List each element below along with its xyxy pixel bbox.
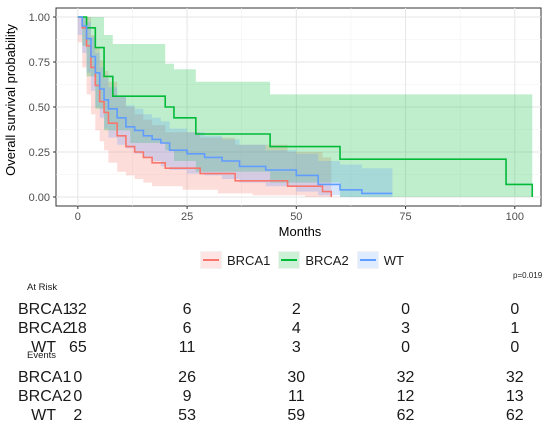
at-risk-cell: 0 xyxy=(401,339,410,356)
row-label: BRCA1 xyxy=(18,369,72,386)
row-label: BRCA2 xyxy=(18,388,72,405)
events-cell: 0 xyxy=(73,369,83,386)
y-tick-label: 0.25 xyxy=(29,147,50,159)
row-label: BRCA2 xyxy=(18,320,72,337)
legend-item-wt: WT xyxy=(356,251,404,269)
events-cell: 59 xyxy=(287,407,306,424)
at-risk-cell: 3 xyxy=(291,339,301,356)
at-risk-cell: 2 xyxy=(291,301,301,318)
row-label: BRCA1 xyxy=(18,301,72,318)
at-risk-cell: 6 xyxy=(182,320,192,337)
x-axis-title: Months xyxy=(279,224,322,239)
legend-swatch xyxy=(200,251,222,269)
events-cell: 9 xyxy=(182,388,192,405)
row-label: WT xyxy=(31,339,56,356)
x-tick-label: 0 xyxy=(75,211,81,223)
axes: 0 25 50 75 100 0.00 0.25 0.50 0.75 1.00 xyxy=(29,12,524,223)
y-tick-label: 1.00 xyxy=(29,12,50,24)
at-risk-cell: 6 xyxy=(182,301,192,318)
row-label: WT xyxy=(31,407,56,424)
at-risk-cell: 0 xyxy=(401,301,410,318)
x-tick-label: 50 xyxy=(290,211,302,223)
events-title: Events xyxy=(27,350,57,361)
at-risk-cell: 65 xyxy=(68,339,87,356)
at-risk-row-brca2: BRCA2 18 6 4 3 1 xyxy=(0,320,550,337)
events-cell: 11 xyxy=(288,388,305,405)
x-tick-label: 25 xyxy=(181,211,193,223)
y-tick-label: 0.75 xyxy=(29,57,50,69)
at-risk-cell: 1 xyxy=(510,320,520,337)
legend-label: WT xyxy=(383,252,404,268)
at-risk-row-wt: WT 65 11 3 0 0 xyxy=(0,339,550,356)
events-cell: 32 xyxy=(505,369,524,386)
at-risk-cell: 0 xyxy=(510,301,520,318)
p-value: p=0.019 xyxy=(513,271,543,280)
y-tick-label: 0.00 xyxy=(29,192,50,204)
legend-label: BRCA1 xyxy=(227,252,271,268)
ci-band-brca2 xyxy=(77,17,533,197)
legend-item-brca1: BRCA1 xyxy=(200,251,270,269)
events-cell: 30 xyxy=(287,369,306,386)
x-tick-label: 75 xyxy=(399,211,411,223)
legend: BRCA1 BRCA2 WT xyxy=(200,250,412,270)
events-cell: 2 xyxy=(73,407,83,424)
events-row-brca2: BRCA2 0 9 11 12 13 xyxy=(0,388,550,405)
at-risk-cell: 11 xyxy=(178,339,196,356)
events-cell: 12 xyxy=(396,388,415,405)
events-row-brca1: BRCA1 0 26 30 32 32 xyxy=(0,369,550,386)
legend-label: BRCA2 xyxy=(305,252,349,268)
at-risk-cell: 32 xyxy=(68,301,87,318)
at-risk-cell: 0 xyxy=(510,339,520,356)
events-cell: 26 xyxy=(178,369,196,386)
at-risk-cell: 3 xyxy=(401,320,410,337)
x-tick-label: 100 xyxy=(506,211,524,223)
events-cell: 62 xyxy=(396,407,415,424)
curve-wt xyxy=(77,16,393,195)
legend-swatch xyxy=(356,251,379,269)
grid-lines xyxy=(56,8,541,206)
survival-curves xyxy=(77,16,534,197)
at-risk-title: At Risk xyxy=(27,282,58,293)
at-risk-row-brca1: BRCA1 32 6 2 0 0 xyxy=(0,301,550,318)
curve-brca2 xyxy=(77,16,534,197)
legend-item-brca2: BRCA2 xyxy=(278,251,349,269)
events-cell: 13 xyxy=(505,388,524,405)
at-risk-cell: 18 xyxy=(68,320,87,337)
legend-swatch xyxy=(278,251,301,269)
events-cell: 53 xyxy=(178,407,196,424)
events-cell: 62 xyxy=(505,407,524,424)
events-row-wt: WT 2 53 59 62 62 xyxy=(0,407,550,424)
y-axis-title: Overall survival probability xyxy=(3,24,18,176)
curve-brca1 xyxy=(77,16,333,197)
ci-band-wt xyxy=(77,17,393,197)
at-risk-cell: 4 xyxy=(291,320,301,337)
events-cell: 0 xyxy=(73,388,83,405)
y-tick-label: 0.50 xyxy=(29,102,50,114)
events-cell: 32 xyxy=(396,369,415,386)
survival-plot: 0 25 50 75 100 0.00 0.25 0.50 0.75 1.00 Overall s… xyxy=(3,7,542,239)
